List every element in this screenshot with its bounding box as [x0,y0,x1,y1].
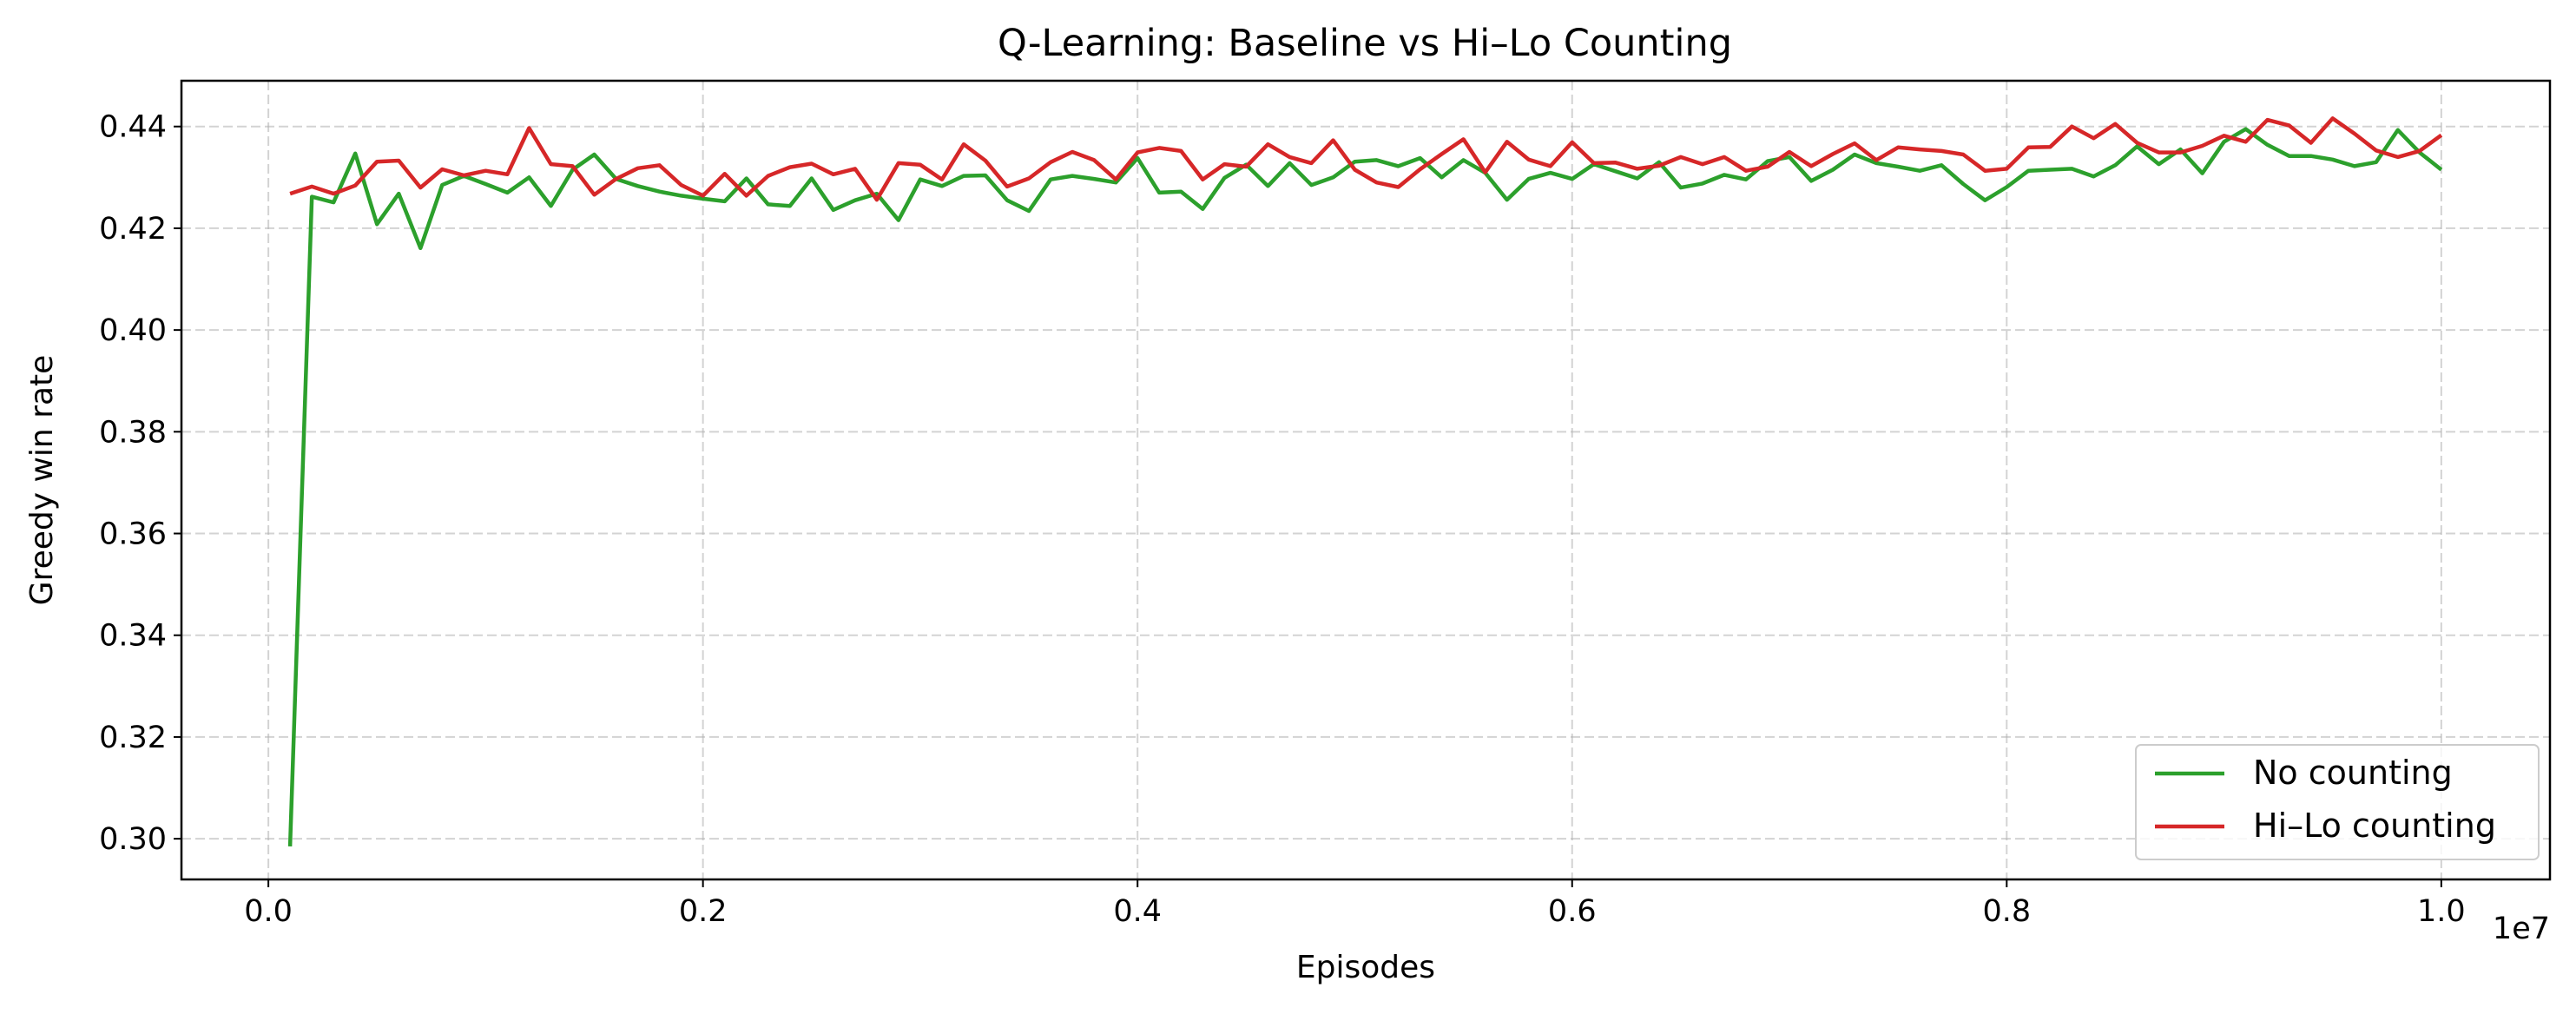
gridlines [181,81,2550,879]
x-tick-label: 0.6 [1548,894,1597,929]
series-line-hi-lo-counting [289,116,2443,202]
y-axis-label: Greedy win rate [24,355,60,606]
legend-label-hi-lo-counting: Hi–Lo counting [2253,807,2496,845]
y-tick-label: 0.38 [99,415,167,450]
chart-title: Q-Learning: Baseline vs Hi–Lo Counting [998,22,1732,65]
x-tick-label: 1.0 [2417,894,2466,929]
y-tick-label: 0.32 [99,721,167,755]
legend-box [2135,744,2540,860]
y-tick-label: 0.36 [99,517,167,552]
legend: No counting Hi–Lo counting [2135,744,2540,860]
legend-label-no-counting: No counting [2253,754,2453,792]
x-tick-label: 0.8 [1982,894,2031,929]
y-tick-label: 0.30 [99,822,167,857]
y-tick-label: 0.34 [99,619,167,654]
y-tick-label: 0.44 [99,110,167,145]
y-tick-label: 0.40 [99,313,167,348]
y-axis-ticks: 0.30 0.32 0.34 0.36 0.38 0.40 0.42 0.44 [99,110,181,857]
series-lines [287,116,2443,846]
series-line-no-counting [287,127,2443,846]
x-tick-label: 0.2 [679,894,728,929]
x-axis-label: Episodes [1296,950,1435,985]
plot-frame [180,79,2552,881]
x-tick-label: 0.0 [244,894,293,929]
x-tick-label: 0.4 [1113,894,1162,929]
x-axis-ticks: 0.0 0.2 0.4 0.6 0.8 1.0 [244,879,2466,929]
x-axis-offset-label: 1e7 [2493,912,2550,946]
y-tick-label: 0.42 [99,212,167,247]
